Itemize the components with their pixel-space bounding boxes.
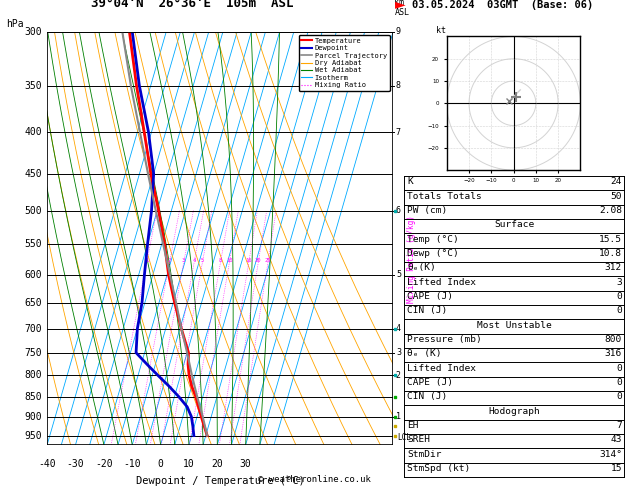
Text: 15.5: 15.5	[599, 235, 622, 244]
Text: 20: 20	[255, 258, 262, 262]
Text: CIN (J): CIN (J)	[407, 392, 447, 401]
Text: 15: 15	[611, 464, 622, 473]
Text: 10: 10	[226, 258, 233, 262]
Text: 25: 25	[265, 258, 271, 262]
Text: Surface: Surface	[494, 220, 534, 229]
Text: 850: 850	[25, 392, 42, 401]
Text: LCL: LCL	[398, 433, 411, 442]
Text: 8: 8	[219, 258, 222, 262]
Text: 950: 950	[25, 431, 42, 441]
Text: 316: 316	[605, 349, 622, 359]
Text: 7: 7	[396, 128, 401, 137]
Text: 7: 7	[616, 421, 622, 430]
Text: CAPE (J): CAPE (J)	[407, 378, 453, 387]
Text: Lifted Index: Lifted Index	[407, 278, 476, 287]
Text: 2: 2	[168, 258, 171, 262]
Text: Lifted Index: Lifted Index	[407, 364, 476, 373]
Text: 312: 312	[605, 263, 622, 273]
Text: -40: -40	[38, 459, 56, 469]
Text: 600: 600	[25, 270, 42, 279]
Text: θₑ(K): θₑ(K)	[407, 263, 436, 273]
Text: 43: 43	[611, 435, 622, 445]
Text: Temp (°C): Temp (°C)	[407, 235, 459, 244]
Text: 9: 9	[396, 27, 401, 36]
Text: 50: 50	[611, 191, 622, 201]
Text: 800: 800	[25, 370, 42, 381]
Text: 900: 900	[25, 412, 42, 422]
Text: kt: kt	[436, 26, 446, 35]
Text: 3: 3	[616, 278, 622, 287]
Text: Dewpoint / Temperature (°C): Dewpoint / Temperature (°C)	[136, 476, 304, 486]
Text: 0: 0	[616, 292, 622, 301]
Text: θₑ (K): θₑ (K)	[407, 349, 442, 359]
Text: hPa: hPa	[6, 19, 24, 29]
Text: PW (cm): PW (cm)	[407, 206, 447, 215]
Text: 314°: 314°	[599, 450, 622, 459]
Text: 500: 500	[25, 206, 42, 216]
Text: 800: 800	[605, 335, 622, 344]
Text: 03.05.2024  03GMT  (Base: 06): 03.05.2024 03GMT (Base: 06)	[412, 0, 593, 10]
Text: 0: 0	[616, 306, 622, 315]
Text: 0: 0	[158, 459, 164, 469]
Text: Totals Totals: Totals Totals	[407, 191, 482, 201]
Text: 650: 650	[25, 297, 42, 308]
Text: 0: 0	[616, 378, 622, 387]
Text: 300: 300	[25, 27, 42, 36]
Text: 4: 4	[192, 258, 196, 262]
Text: 2.08: 2.08	[599, 206, 622, 215]
Text: ►: ►	[395, 0, 406, 11]
Text: StmDir: StmDir	[407, 450, 442, 459]
Text: 16: 16	[245, 258, 252, 262]
Text: 350: 350	[25, 81, 42, 90]
Text: 10.8: 10.8	[599, 249, 622, 258]
Text: EH: EH	[407, 421, 418, 430]
Text: 3: 3	[396, 348, 401, 357]
Text: 5: 5	[396, 270, 401, 279]
Text: 400: 400	[25, 127, 42, 138]
Text: 8: 8	[396, 81, 401, 90]
Text: 39°04'N  26°36'E  105m  ASL: 39°04'N 26°36'E 105m ASL	[91, 0, 294, 10]
Text: km
ASL: km ASL	[394, 0, 409, 17]
Text: Dewp (°C): Dewp (°C)	[407, 249, 459, 258]
Text: 700: 700	[25, 324, 42, 333]
Text: 2: 2	[396, 371, 401, 380]
Text: Most Unstable: Most Unstable	[477, 321, 552, 330]
Text: CIN (J): CIN (J)	[407, 306, 447, 315]
Text: StmSpd (kt): StmSpd (kt)	[407, 464, 470, 473]
Text: © weatheronline.co.uk: © weatheronline.co.uk	[258, 474, 371, 484]
Legend: Temperature, Dewpoint, Parcel Trajectory, Dry Adiabat, Wet Adiabat, Isotherm, Mi: Temperature, Dewpoint, Parcel Trajectory…	[299, 35, 389, 91]
Text: -10: -10	[123, 459, 141, 469]
Text: 450: 450	[25, 169, 42, 179]
Text: 0: 0	[616, 364, 622, 373]
Text: Pressure (mb): Pressure (mb)	[407, 335, 482, 344]
Text: 20: 20	[211, 459, 223, 469]
Text: 24: 24	[611, 177, 622, 187]
Text: 0: 0	[616, 392, 622, 401]
Text: Hodograph: Hodograph	[488, 407, 540, 416]
Text: K: K	[407, 177, 413, 187]
Text: 1: 1	[145, 258, 148, 262]
Text: 5: 5	[201, 258, 204, 262]
Text: 1: 1	[396, 412, 401, 421]
Text: 750: 750	[25, 348, 42, 358]
Text: SREH: SREH	[407, 435, 430, 445]
Text: 4: 4	[396, 324, 401, 333]
Text: CAPE (J): CAPE (J)	[407, 292, 453, 301]
Text: 10: 10	[183, 459, 195, 469]
Text: -30: -30	[67, 459, 84, 469]
Text: 550: 550	[25, 239, 42, 249]
Text: 6: 6	[396, 206, 401, 215]
Text: Mixing Ratio (g/kg): Mixing Ratio (g/kg)	[407, 215, 416, 303]
Text: -20: -20	[95, 459, 113, 469]
Text: 3: 3	[182, 258, 186, 262]
Text: 30: 30	[240, 459, 252, 469]
